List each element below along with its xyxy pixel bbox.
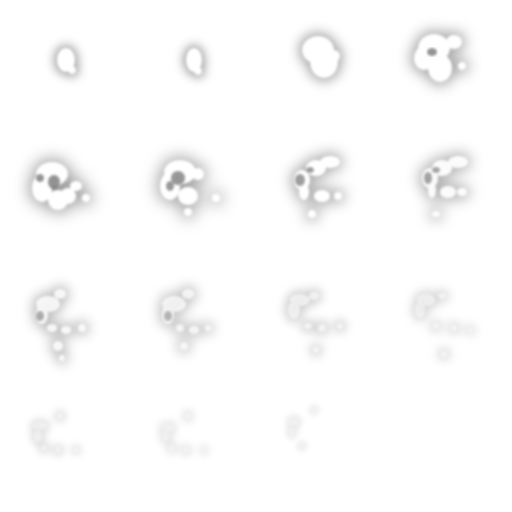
smoke-puff-graphic (183, 45, 205, 78)
smoke-frame-11 (256, 256, 384, 384)
smoke-body (414, 34, 466, 82)
smoke-holes (295, 167, 314, 186)
smoke-puff-graphic (299, 33, 343, 81)
smoke-frame-10 (128, 256, 256, 384)
smoke-frame-5 (0, 128, 128, 256)
smoke-frame-3 (256, 0, 384, 128)
smoke-holes (36, 174, 60, 189)
smoke-holes (36, 311, 44, 321)
smoke-body (302, 36, 340, 78)
smoke-frame-9 (0, 256, 128, 384)
smoke-puff-graphic (159, 410, 209, 456)
smoke-body (289, 408, 316, 448)
smoke-frame-13 (0, 384, 128, 512)
smoke-puff-graphic (33, 286, 89, 364)
smoke-puff-graphic (29, 159, 93, 213)
smoke-puff-graphic (419, 153, 471, 220)
smoke-puff-graphic (285, 289, 346, 356)
smoke-puff-graphic (30, 410, 81, 456)
smoke-body (294, 156, 342, 218)
smoke-body (415, 293, 472, 357)
smoke-body (33, 413, 78, 453)
smoke-body (186, 48, 202, 75)
smoke-frame-6 (128, 128, 256, 256)
smoke-holes (164, 311, 172, 321)
smoke-frame-12 (384, 256, 512, 384)
smoke-body (162, 413, 206, 453)
smoke-puff-graphic (54, 45, 79, 77)
smoke-holes (427, 48, 437, 56)
smoke-puff-graphic (159, 286, 214, 353)
smoke-puff-graphic (291, 153, 345, 221)
smoke-frame-1 (0, 0, 128, 128)
smoke-frame-14 (128, 384, 256, 512)
smoke-frame-8 (384, 128, 512, 256)
smoke-puff-graphic (286, 405, 319, 451)
smoke-frame-7 (256, 128, 384, 256)
smoke-holes (424, 167, 440, 184)
smoke-puff-graphic (412, 290, 475, 360)
smoke-puff-graphic (411, 31, 469, 85)
smoke-holes (166, 171, 185, 191)
smoke-frame-2 (128, 0, 256, 128)
smoke-frame-4 (384, 0, 512, 128)
smoke-frame-15 (256, 384, 384, 512)
smoke-puff-graphic (157, 157, 223, 219)
smoke-body (32, 162, 90, 210)
smoke-body (288, 292, 343, 353)
smoke-body (57, 48, 76, 74)
